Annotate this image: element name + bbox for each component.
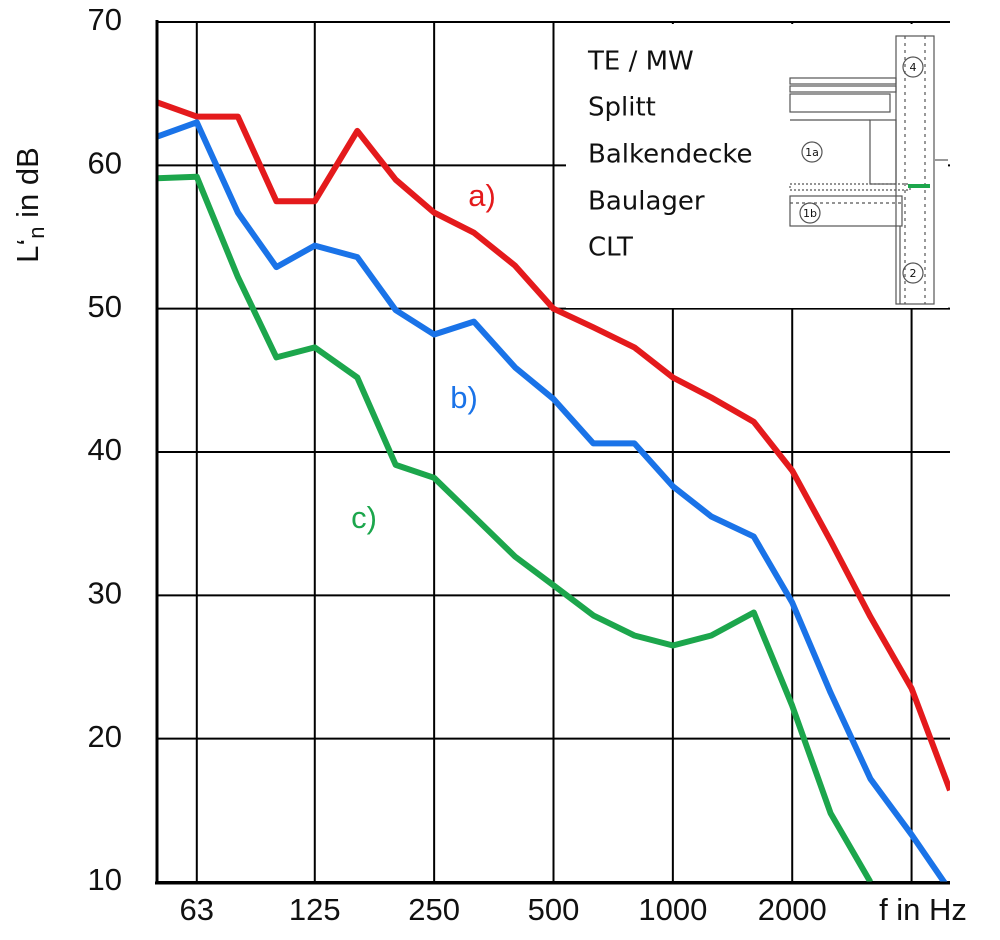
inset-text: TE / MW [587, 47, 694, 77]
y-axis-label: L‘n in dB [10, 147, 49, 263]
y-tick-label: 30 [88, 576, 122, 611]
y-tick-label: 50 [88, 289, 122, 324]
callout: 2 [910, 267, 917, 280]
y-tick-label: 70 [88, 2, 122, 37]
series-line [157, 119, 948, 882]
y-label-part: L‘ [10, 239, 45, 263]
series-label: c) [351, 500, 377, 535]
x-tick-label: 125 [289, 892, 341, 927]
callout: 1b [803, 207, 817, 220]
x-tick-label: 2000 [758, 892, 827, 927]
y-tick-label: 20 [88, 719, 122, 754]
inset: TE / MW Splitt Balkendecke Baulager CLT … [566, 24, 948, 308]
series-line [157, 173, 873, 882]
x-tick-label: 500 [528, 892, 580, 927]
x-axis-label: f in Hz [879, 892, 967, 927]
y-label-part: in dB [10, 147, 45, 226]
inset-text: Splitt [588, 93, 656, 123]
callout: 4 [910, 61, 917, 74]
inset-diagram [789, 35, 948, 305]
inset-background [566, 24, 948, 308]
y-label-part: n [24, 226, 49, 238]
x-tick-label: 250 [408, 892, 460, 927]
inset-text: Baulager [588, 187, 705, 217]
y-tick-label: 60 [88, 146, 122, 181]
y-tick-label: 10 [88, 862, 122, 897]
x-tick-label: 63 [180, 892, 214, 927]
series-line [157, 99, 950, 792]
inset-text: Balkendecke [588, 140, 753, 170]
lines [157, 99, 950, 882]
y-tick-label: 40 [88, 432, 122, 467]
x-tick-label: 1000 [638, 892, 707, 927]
inset-text: CLT [588, 233, 633, 263]
series-label: b) [450, 380, 478, 415]
series-label: a) [468, 178, 496, 213]
callout: 1a [805, 146, 819, 159]
